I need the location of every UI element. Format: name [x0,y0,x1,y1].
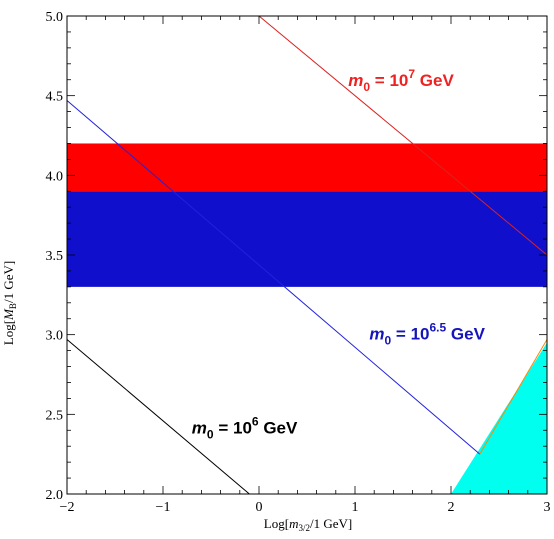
x-tick-label: 1 [352,500,359,515]
labels-layer: −2 −1 0 1 2 3 2.0 2.5 3.0 3.5 4.0 4.5 5.0 [46,10,551,515]
y-tick-label: 2.0 [46,488,64,503]
svg-text:Log[m3/2/1 GeV]: Log[m3/2/1 GeV] [264,516,352,533]
series-line-3 [479,339,548,455]
y-tick-label: 4.0 [46,169,64,184]
blue-band [67,191,547,287]
y-tick-label: 3.0 [46,329,64,344]
x-tick-label: −2 [60,500,75,515]
y-axis-title: Log[MB/1 GeV] [1,261,18,345]
y-tick-label: 4.5 [46,90,64,105]
annotation-label-0: m0 = 107 GeV [348,67,454,94]
annotation-label-2: m0 = 106 GeV [192,414,298,441]
annotations-layer: m0 = 107 GeV m0 = 106.5 GeV m0 = 106 GeV [192,67,486,441]
x-axis-title: Log[m3/2/1 GeV] [264,516,352,533]
ticks-layer [66,15,548,495]
lines-layer [66,15,548,495]
y-tick-label: 3.5 [46,249,64,264]
bands-layer [67,143,547,287]
x-tick-label: −1 [156,500,171,515]
x-tick-label: 3 [544,500,551,515]
y-tick-label: 5.0 [46,10,64,25]
series-line-0 [258,15,548,256]
y-tick-label: 2.5 [46,408,64,423]
svg-text:Log[MB/1 GeV]: Log[MB/1 GeV] [1,261,18,345]
regions-layer [451,342,547,494]
x-tick-label: 2 [448,500,455,515]
cyan-region [451,342,547,494]
x-tick-label: 0 [256,500,263,515]
annotation-label-1: m0 = 106.5 GeV [369,320,485,347]
series-line-2 [66,339,250,495]
red-band [67,143,547,192]
series-line-1 [66,100,481,455]
